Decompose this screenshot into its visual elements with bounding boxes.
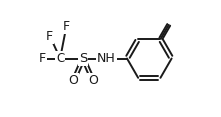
Text: S: S — [79, 52, 88, 65]
Text: O: O — [69, 74, 78, 87]
Text: C: C — [56, 52, 64, 65]
Text: NH: NH — [97, 52, 116, 65]
Text: F: F — [46, 30, 53, 43]
Text: O: O — [88, 74, 98, 87]
Text: F: F — [38, 52, 46, 65]
Text: F: F — [63, 20, 70, 33]
